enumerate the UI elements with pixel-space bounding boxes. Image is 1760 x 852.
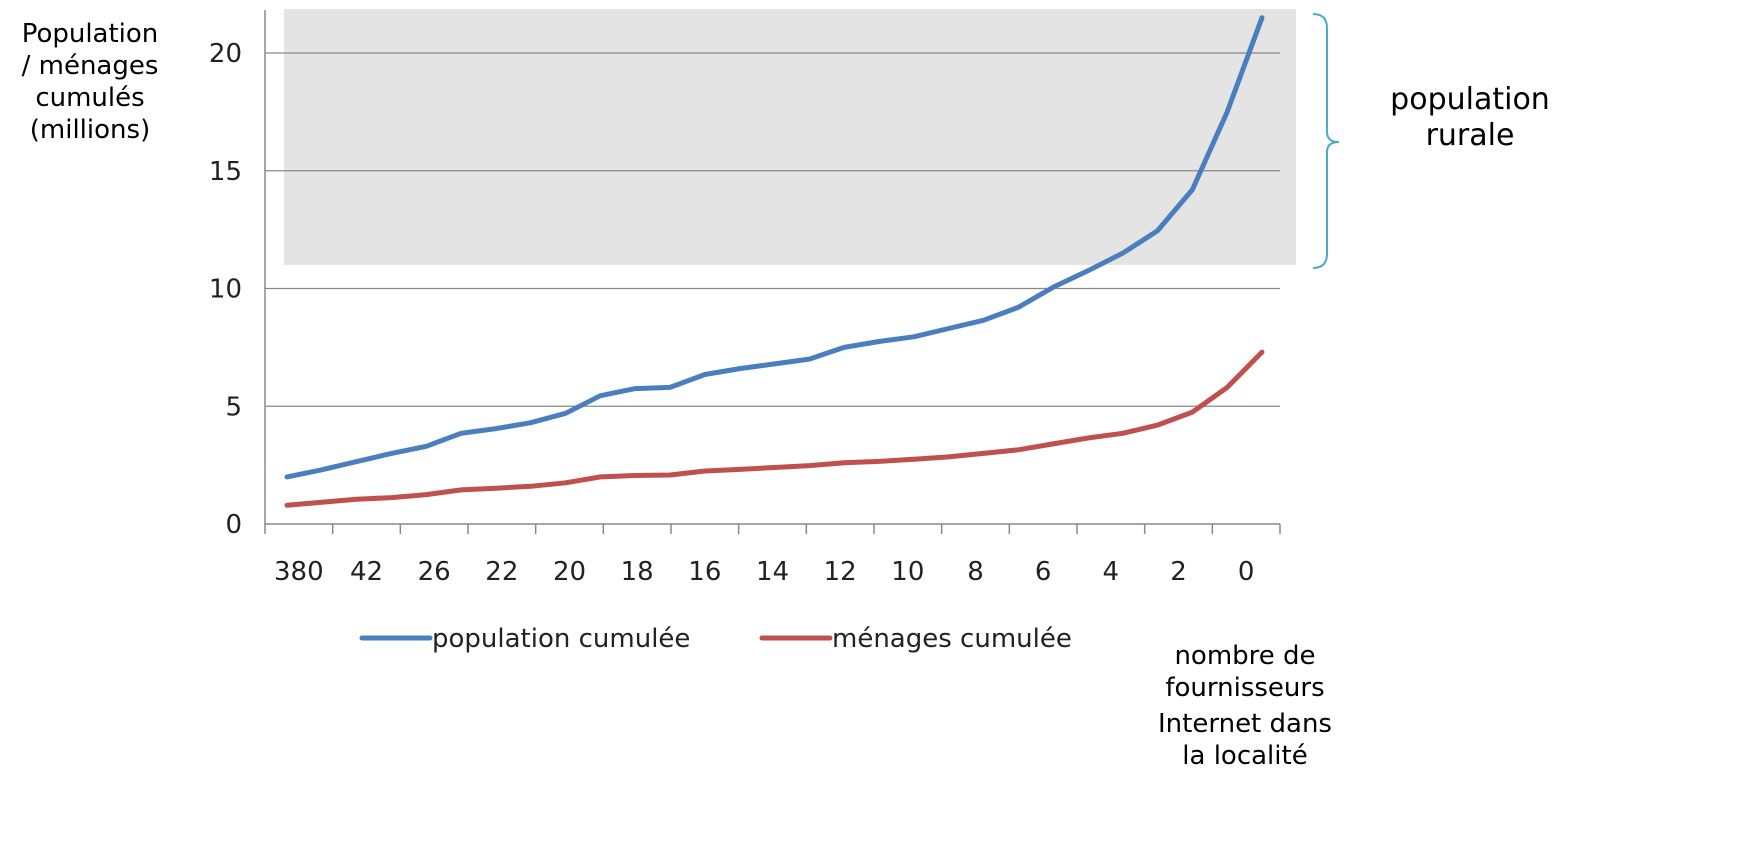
- axes: [264, 10, 1281, 534]
- rural-population-annotation: population rurale: [1390, 82, 1550, 153]
- x-tick-labels: 380 42 26 22 20 18 16 14 12 10 8 6 4 2 0: [274, 557, 1254, 587]
- y-tick-15: 15: [209, 157, 242, 187]
- y-axis-label: Population / ménages cumulés (millions): [21, 19, 159, 145]
- x-tick-label: 12: [824, 557, 857, 587]
- x-tick-label: 4: [1103, 557, 1120, 587]
- x-tick-label: 380: [274, 557, 324, 587]
- x-axis-label-line1: nombre de fournisseurs: [1165, 641, 1325, 703]
- rural-shaded-region: [284, 9, 1296, 265]
- x-tick-label: 42: [350, 557, 383, 587]
- rural-bracket: [1312, 13, 1340, 269]
- legend: population cumulée ménages cumulée: [359, 624, 1072, 654]
- series-lines: [284, 15, 1265, 508]
- x-tick-label: 22: [485, 557, 518, 587]
- x-tick-label: 26: [418, 557, 451, 587]
- x-tick-label: 8: [967, 557, 984, 587]
- x-tick-label: 0: [1238, 557, 1255, 587]
- x-tick-label: 10: [891, 557, 924, 587]
- x-tick-label: 2: [1170, 557, 1187, 587]
- x-tick-label: 18: [621, 557, 654, 587]
- y-tick-5: 5: [225, 392, 242, 422]
- y-tick-labels: 0 5 10 15 20: [209, 39, 242, 540]
- x-tick-label: 6: [1035, 557, 1052, 587]
- series-line-menages: [284, 349, 1265, 508]
- legend-label-1: ménages cumulée: [832, 624, 1072, 654]
- y-tick-10: 10: [209, 275, 242, 305]
- legend-label-0: population cumulée: [432, 624, 690, 654]
- gridlines: [265, 52, 1280, 407]
- y-tick-20: 20: [209, 39, 242, 69]
- x-tick-label: 16: [688, 557, 721, 587]
- series-line-population: [284, 15, 1265, 480]
- x-tick-label: 14: [756, 557, 789, 587]
- y-tick-0: 0: [225, 510, 242, 540]
- x-axis-label-line2: Internet dans la localité: [1158, 709, 1332, 771]
- x-tick-label: 20: [553, 557, 586, 587]
